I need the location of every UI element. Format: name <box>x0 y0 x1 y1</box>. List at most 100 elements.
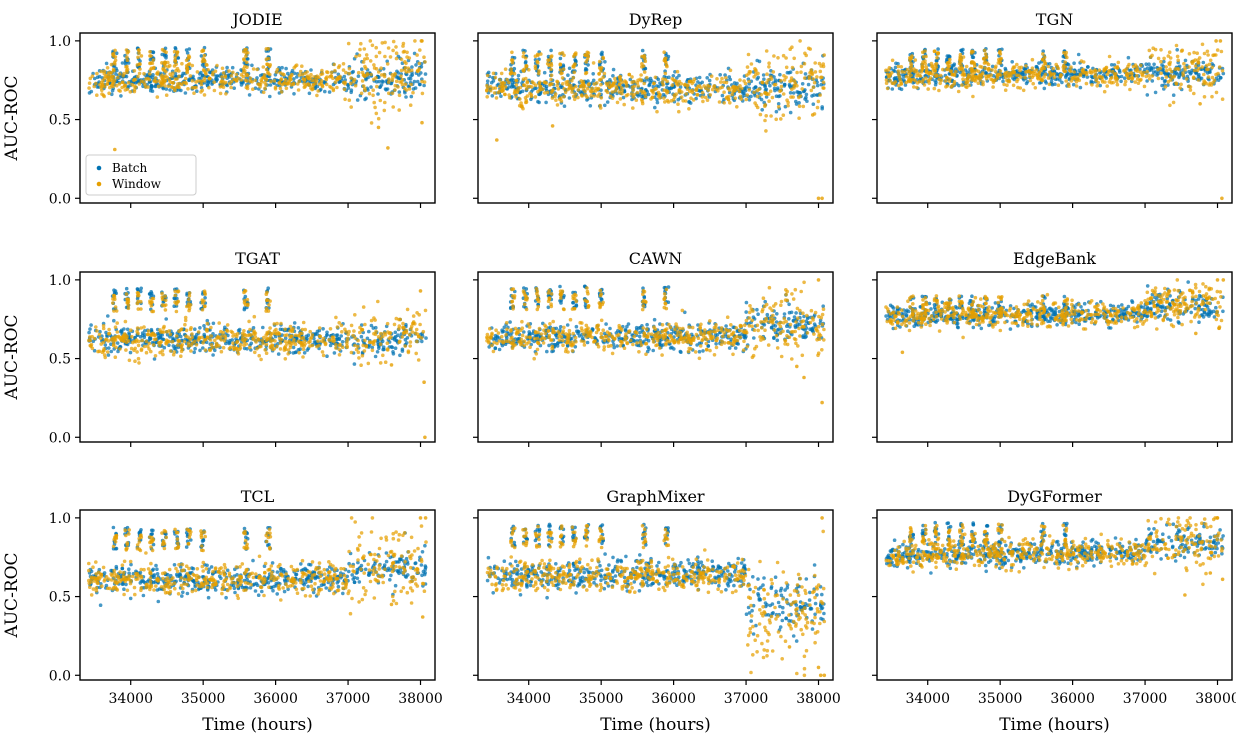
point-window <box>790 87 794 91</box>
point-window <box>341 62 346 66</box>
point-window <box>339 323 344 328</box>
point-window <box>288 77 293 81</box>
point-window <box>208 338 213 342</box>
point-batch <box>369 323 374 328</box>
point-window <box>409 82 413 87</box>
point-batch <box>1086 65 1090 69</box>
point-window <box>381 353 385 358</box>
point-window <box>579 84 583 88</box>
point-window <box>340 345 345 350</box>
point-window <box>102 71 106 76</box>
point-window <box>264 83 268 87</box>
point-window <box>188 327 193 332</box>
point-batch <box>768 83 772 88</box>
point-window <box>1035 76 1040 80</box>
point-window <box>260 80 264 84</box>
point-window <box>536 60 540 65</box>
point-window <box>572 94 576 99</box>
point-window <box>111 67 116 72</box>
point-batch <box>87 91 92 95</box>
point-batch <box>1175 48 1179 52</box>
point-batch <box>990 64 995 69</box>
point-window <box>372 316 376 320</box>
point-batch <box>373 354 378 359</box>
point-window <box>125 87 130 92</box>
point-window <box>1212 78 1217 83</box>
point-window <box>256 337 260 341</box>
point-batch <box>896 61 900 66</box>
point-window <box>670 83 675 87</box>
point-batch <box>1003 66 1008 71</box>
point-window <box>944 79 948 83</box>
point-window <box>1195 51 1199 55</box>
point-window <box>1046 76 1051 80</box>
point-window <box>731 85 736 89</box>
point-batch <box>805 99 809 103</box>
point-window <box>811 77 815 81</box>
point-window <box>292 66 297 70</box>
point-window <box>249 333 253 337</box>
point-window <box>512 71 517 76</box>
point-window <box>746 52 751 57</box>
point-window <box>555 79 559 84</box>
point-window <box>387 91 391 96</box>
point-window <box>1131 64 1136 69</box>
point-window <box>764 114 768 118</box>
point-window <box>284 86 289 91</box>
point-window <box>1210 75 1215 80</box>
point-batch <box>290 68 295 73</box>
point-window <box>599 82 603 87</box>
point-window <box>712 84 717 88</box>
point-batch <box>214 78 218 82</box>
point-batch <box>349 88 354 92</box>
point-batch <box>678 85 683 89</box>
point-window <box>268 63 273 67</box>
point-window <box>159 340 163 344</box>
point-batch <box>778 72 782 77</box>
point-window <box>187 306 192 311</box>
point-batch <box>119 94 123 98</box>
point-window <box>159 83 164 88</box>
point-window <box>373 105 377 110</box>
point-window <box>225 328 229 333</box>
point-window <box>604 88 608 93</box>
point-window <box>275 344 279 349</box>
point-batch <box>187 47 192 51</box>
point-window <box>1016 85 1020 90</box>
point-window <box>186 341 191 345</box>
point-window <box>361 73 366 77</box>
point-window <box>168 349 173 353</box>
point-window <box>283 333 287 338</box>
point-window <box>758 112 763 117</box>
point-window <box>403 82 408 87</box>
point-window <box>128 90 133 94</box>
point-batch <box>359 334 364 339</box>
plot-frame <box>876 32 1233 204</box>
point-window <box>924 54 928 59</box>
point-batch <box>164 56 168 60</box>
point-window <box>655 109 659 114</box>
point-window <box>113 355 118 360</box>
point-window <box>631 88 635 93</box>
point-window <box>690 88 694 93</box>
point-window <box>1096 80 1100 85</box>
point-window <box>356 338 360 343</box>
point-window <box>556 87 561 91</box>
point-batch <box>687 100 691 104</box>
point-window <box>372 63 376 67</box>
point-window <box>492 91 497 95</box>
point-window <box>354 54 358 59</box>
point-window <box>1139 63 1143 68</box>
point-window <box>809 88 814 93</box>
point-window <box>518 97 522 101</box>
point-batch <box>774 109 779 114</box>
point-batch <box>1188 72 1193 76</box>
point-window <box>337 353 342 357</box>
point-window <box>622 102 626 107</box>
point-window <box>672 93 676 97</box>
point-batch <box>200 73 205 78</box>
point-window <box>288 335 293 340</box>
point-window <box>630 80 634 84</box>
point-window <box>1129 70 1133 75</box>
point-window <box>1041 58 1045 62</box>
